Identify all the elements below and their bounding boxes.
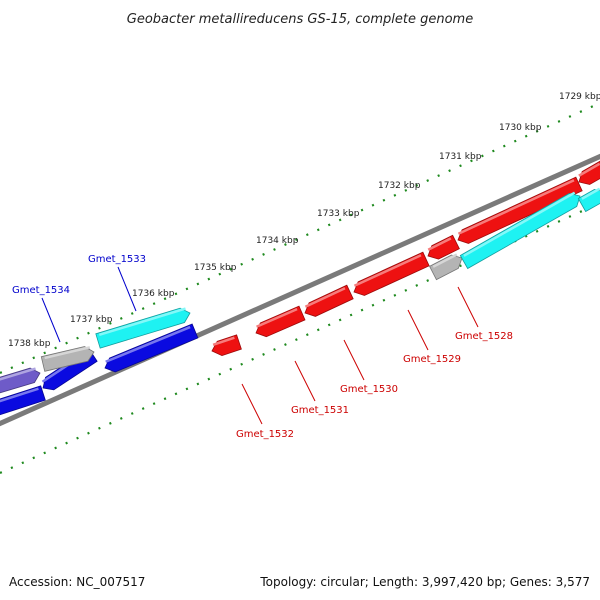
leader-line — [41, 297, 61, 343]
gene-label-gmet-1534[interactable]: Gmet_1534 — [12, 285, 70, 343]
gene-label-gmet-1533[interactable]: Gmet_1533 — [88, 254, 146, 312]
gene-arrow-cyan-2[interactable] — [459, 191, 581, 270]
gene-label-text: Gmet_1530 — [340, 384, 398, 395]
gene-arrow-purple-forward[interactable] — [0, 367, 41, 395]
leader-line — [241, 383, 263, 425]
gene-label-gmet-1531[interactable]: Gmet_1531 — [291, 360, 349, 416]
gene-arrow-red-edge[interactable] — [578, 160, 600, 185]
tick-label: 1736 kbp — [132, 289, 175, 299]
leader-line — [117, 266, 137, 312]
tick-ring-inner — [0, 201, 600, 475]
tick-labels: 1729 kbp 1730 kbp 1731 kbp 1732 kbp 1733 kbp… — [8, 92, 600, 349]
genome-summary-text: Topology: circular; Length: 3,997,420 bp… — [259, 575, 590, 589]
gene-arrow-gray-2[interactable] — [429, 253, 463, 281]
tick-label: 1730 kbp — [499, 123, 542, 133]
leader-line — [407, 309, 429, 351]
gene-label-text: Gmet_1533 — [88, 254, 146, 265]
gene-label-text: Gmet_1532 — [236, 429, 294, 440]
gene-features — [0, 160, 600, 416]
gene-label-text: Gmet_1529 — [403, 354, 461, 365]
gene-arrow-red-small[interactable] — [427, 234, 460, 260]
gene-label-text: Gmet_1531 — [291, 405, 349, 416]
gene-arrow-red-long[interactable] — [457, 176, 583, 244]
map-title: Geobacter metallireducens GS-15, complet… — [127, 12, 473, 27]
gene-label-text: Gmet_1528 — [455, 331, 513, 342]
gene-label-gmet-1530[interactable]: Gmet_1530 — [340, 339, 398, 395]
accession-text: Accession: NC_007517 — [9, 575, 145, 589]
tick-label: 1733 kbp — [317, 209, 360, 219]
gene-arrow-gmet-1529[interactable] — [353, 251, 430, 296]
leader-line — [294, 360, 316, 402]
gene-arrow-blue-reverse-3[interactable] — [104, 323, 199, 373]
gene-label-text: Gmet_1534 — [12, 285, 70, 296]
tick-label: 1731 kbp — [439, 152, 482, 162]
gene-arrow-blue-reverse-1[interactable] — [0, 385, 46, 416]
leader-line — [343, 339, 365, 381]
gene-label-gmet-1529[interactable]: Gmet_1529 — [403, 309, 461, 365]
gene-labels: Gmet_1533 Gmet_1534 Gmet_1528 Gmet_1529 Gmet… — [12, 254, 513, 440]
tick-ring-outer — [0, 101, 600, 375]
tick-label: 1735 kbp — [194, 263, 237, 273]
gene-label-gmet-1532[interactable]: Gmet_1532 — [236, 383, 294, 440]
tick-label: 1738 kbp — [8, 339, 51, 349]
gene-label-gmet-1528[interactable]: Gmet_1528 — [455, 286, 513, 342]
genome-backbone — [0, 153, 600, 427]
tick-rings — [0, 101, 600, 475]
tick-label: 1737 kbp — [70, 315, 113, 325]
tick-label: 1734 kbp — [256, 236, 299, 246]
gene-arrow-gmet-1530[interactable] — [304, 284, 354, 317]
tick-label: 1729 kbp — [559, 92, 600, 102]
gene-arrow-gmet-1532[interactable] — [211, 334, 242, 357]
gene-arrow-cyan-edge[interactable] — [577, 187, 600, 213]
gene-arrow-gmet-1531[interactable] — [255, 305, 306, 338]
gene-arrow-gray-1[interactable] — [40, 346, 95, 372]
leader-line — [457, 286, 479, 328]
tick-label: 1732 kbp — [378, 181, 421, 191]
gene-arrow-cyan-1[interactable] — [95, 307, 191, 349]
